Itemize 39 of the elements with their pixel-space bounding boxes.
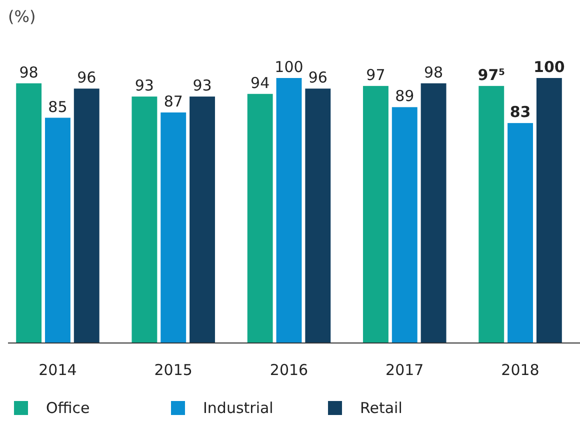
bar <box>74 88 100 343</box>
data-label: 98 <box>424 63 444 82</box>
bar <box>247 94 273 343</box>
bar <box>392 107 418 343</box>
data-label: 89 <box>395 87 414 106</box>
bar <box>132 96 158 343</box>
data-label: 93 <box>192 76 212 95</box>
data-label: 100 <box>274 58 304 76</box>
legend-label: Industrial <box>203 399 274 417</box>
bar <box>508 123 533 343</box>
bar <box>536 78 562 343</box>
legend-label: Retail <box>360 399 402 417</box>
data-label: 97 <box>366 66 386 84</box>
data-label: 83 <box>510 103 531 122</box>
data-label: 100 <box>534 58 565 76</box>
bar <box>363 86 388 343</box>
bar <box>420 83 446 343</box>
x-tick-label: 2016 <box>270 361 308 379</box>
data-label: 97$^{5}$ <box>478 66 505 84</box>
x-tick-label: 2017 <box>386 361 424 379</box>
y-axis-title: (%) <box>8 7 36 26</box>
data-label: 96 <box>77 68 96 87</box>
data-label: 85 <box>48 98 68 116</box>
x-tick-label: 2014 <box>38 361 77 379</box>
bar <box>478 86 504 343</box>
bar <box>16 83 42 343</box>
x-tick-label: 2018 <box>501 361 540 379</box>
legend-label: Office <box>46 399 90 417</box>
bar <box>305 88 331 343</box>
data-label: 94 <box>250 74 270 92</box>
bar <box>160 112 186 343</box>
data-label: 87 <box>164 92 183 110</box>
bar <box>276 78 302 343</box>
data-label: 96 <box>308 68 328 87</box>
bar <box>45 118 70 343</box>
bar <box>190 96 215 343</box>
x-tick-label: 2015 <box>154 361 192 379</box>
data-label: 98 <box>19 63 38 82</box>
data-label: 93 <box>134 76 154 95</box>
